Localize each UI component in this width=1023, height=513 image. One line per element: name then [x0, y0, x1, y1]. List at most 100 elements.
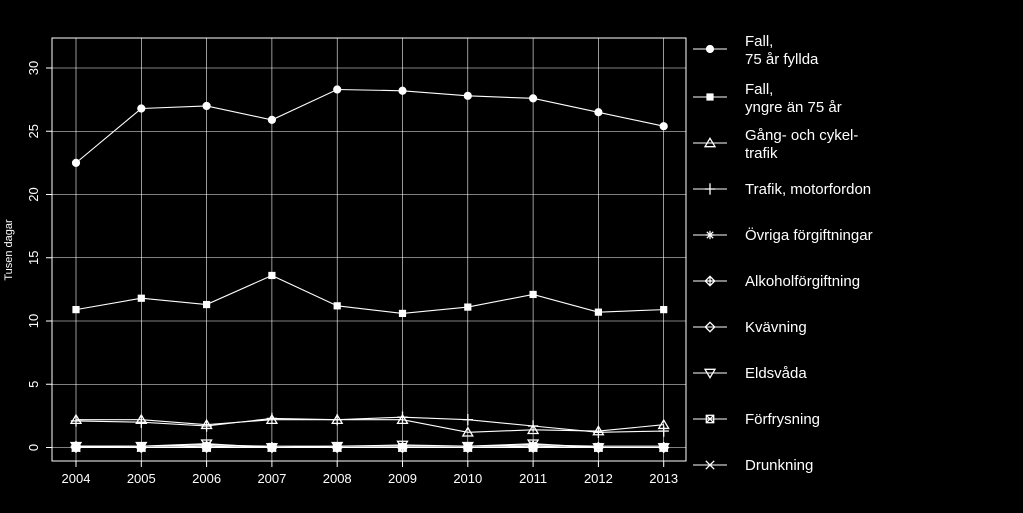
- data-point: [396, 413, 409, 425]
- data-point: [331, 441, 344, 453]
- legend-item-5: Övriga förgiftningar: [693, 226, 873, 244]
- data-point: [268, 271, 276, 280]
- legend-marker: [705, 414, 715, 424]
- legend-label: Förfrysning: [745, 411, 820, 428]
- plot-frame: [51, 37, 687, 462]
- legend-label: Drunkning: [745, 457, 813, 474]
- legend-label: Övriga förgiftningar: [745, 226, 873, 244]
- y-tick-label: 0: [26, 444, 41, 451]
- data-point: [333, 85, 342, 94]
- data-point: [333, 302, 341, 310]
- data-point: [659, 122, 668, 131]
- series-line: [76, 443, 664, 449]
- data-point: [135, 441, 148, 453]
- legend-label-line2: yngre än 75 år: [745, 99, 842, 116]
- series-line: [75, 88, 664, 164]
- data-point: [463, 442, 473, 453]
- data-point: [461, 426, 474, 437]
- series-line: [75, 274, 664, 314]
- data-point: [398, 86, 407, 95]
- data-point: [332, 413, 343, 426]
- legend-item-4: Trafik, motorfordon: [693, 181, 871, 198]
- legend-marker: [705, 460, 715, 470]
- data-point: [593, 442, 604, 453]
- data-point: [69, 441, 83, 453]
- data-point: [137, 104, 146, 113]
- legend-item-6: Alkoholförgiftning: [693, 273, 860, 290]
- legend-label-line1: Fall,: [745, 33, 773, 50]
- legend-label: Trafik, motorfordon: [745, 181, 871, 198]
- legend-item-1: Fall,75 år fyllda: [693, 33, 819, 68]
- legend-marker: [705, 230, 715, 240]
- series-layer: [69, 85, 670, 454]
- legend-label-line1: Gång- och cykel-: [745, 127, 858, 144]
- data-point: [528, 94, 538, 103]
- data-point: [136, 442, 146, 453]
- x-tick-label: 2012: [584, 471, 613, 486]
- legend-item-8: Eldsvåda: [693, 365, 807, 382]
- x-tick-label: 2010: [453, 471, 482, 486]
- data-point: [526, 423, 540, 435]
- data-point: [463, 91, 472, 100]
- legend-marker: [704, 275, 716, 287]
- legend-label: Alkoholförgiftning: [745, 273, 860, 290]
- data-point: [203, 300, 211, 309]
- data-point: [464, 303, 472, 311]
- legend-label-line1: Fall,: [745, 81, 773, 98]
- data-point: [594, 308, 602, 316]
- data-point: [660, 306, 668, 314]
- series-line: [75, 416, 664, 433]
- data-point: [201, 442, 212, 453]
- y-axis-label: Tusen dagar: [3, 219, 15, 281]
- series-10: [71, 442, 669, 453]
- y-axis: 0 5 10 15 20 25 30: [26, 61, 52, 451]
- x-tick-label: 2005: [127, 471, 156, 486]
- x-tick-label: 2008: [323, 471, 352, 486]
- data-point: [71, 158, 81, 167]
- series-2: [72, 271, 668, 318]
- legend-item-2: Fall,yngre än 75 år: [693, 81, 842, 116]
- data-point: [658, 425, 669, 437]
- y-tick-label: 25: [26, 124, 41, 138]
- data-point: [266, 412, 278, 425]
- x-tick-label: 2009: [388, 471, 417, 486]
- y-tick-label: 30: [26, 61, 41, 75]
- legend-label: Eldsvåda: [745, 365, 807, 382]
- x-tick-label: 2006: [192, 471, 221, 486]
- data-point: [267, 442, 277, 453]
- data-point: [267, 115, 276, 124]
- data-point: [70, 415, 82, 427]
- x-tick-label: 2011: [519, 471, 547, 486]
- data-point: [528, 442, 538, 453]
- legend-label: Kvävning: [745, 319, 807, 336]
- data-point: [137, 294, 145, 302]
- x-tick-label: 2013: [649, 471, 678, 486]
- data-point: [72, 306, 80, 314]
- legend-label-line2: 75 år fyllda: [745, 51, 819, 68]
- data-point: [201, 420, 212, 432]
- legend-marker: [704, 321, 716, 333]
- legend-marker: [703, 137, 717, 148]
- data-point: [659, 442, 669, 453]
- data-point: [202, 101, 211, 111]
- data-point: [332, 442, 342, 453]
- y-tick-label: 20: [26, 187, 41, 201]
- x-tick-label: 2007: [257, 471, 286, 486]
- data-point: [594, 108, 603, 117]
- data-point: [71, 442, 81, 453]
- data-point: [527, 420, 539, 432]
- legend-item-7: Kvävning: [693, 319, 807, 336]
- data-point: [461, 441, 474, 453]
- series-line: [76, 419, 664, 433]
- legend-item-9: Förfrysning: [693, 411, 820, 428]
- data-point: [529, 290, 537, 299]
- legend-marker: [703, 368, 717, 379]
- data-point: [398, 309, 407, 318]
- data-point: [593, 426, 604, 439]
- data-point: [136, 416, 147, 428]
- x-tick-label: 2004: [62, 471, 91, 486]
- legend-marker: [706, 93, 714, 101]
